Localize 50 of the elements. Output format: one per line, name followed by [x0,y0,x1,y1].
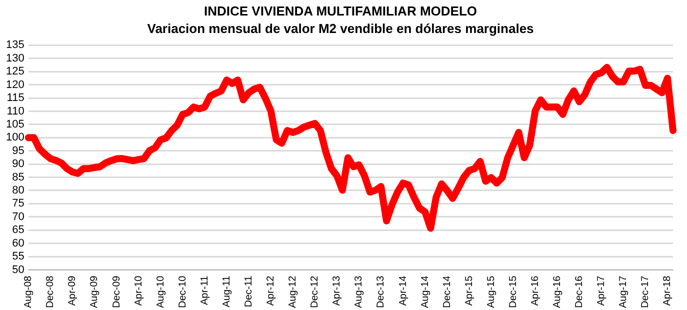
x-tick-label: Apr-12 [266,275,277,306]
y-tick-label: 55 [12,250,24,263]
y-tick-label: 95 [12,144,24,157]
x-tick-label: Dec-12 [310,275,321,308]
y-tick-label: 100 [6,132,24,144]
x-tick-label: Dec-14 [442,275,453,308]
y-tick-label: 80 [12,184,24,197]
y-tick-label: 135 [6,39,24,52]
y-tick-label: 60 [12,237,24,250]
y-tick-label: 110 [6,105,24,118]
x-tick-label: Dec-17 [640,275,652,308]
y-tick-label: 130 [6,52,24,64]
x-tick-label: Dec-09 [111,275,122,308]
x-tick-label: Aug-16 [552,275,564,308]
x-tick-label: Apr-18 [662,275,674,306]
x-tick-label: Aug-15 [486,275,497,308]
x-tick-label: Dec-13 [376,275,387,308]
y-tick-label: 65 [12,224,24,236]
x-tick-label: Aug-14 [420,275,431,308]
x-tick-label: Aug-09 [89,275,100,308]
x-tick-label: Apr-09 [67,275,78,306]
x-tick-label: Aug-12 [288,275,299,308]
x-tick-label: Aug-10 [155,275,166,308]
chart-subtitle: Variacion mensual de valor M2 vendible en dólares marginales [147,20,534,36]
y-tick-label: 105 [6,118,24,130]
x-tick-label: Dec-15 [508,275,519,308]
x-tick-label: Dec-10 [177,275,188,308]
x-tick-label: Apr-17 [596,275,608,306]
y-tick-label: 85 [12,171,24,184]
y-tick-label: 120 [6,78,24,91]
x-tick-label: Apr-16 [530,275,542,306]
x-tick-label: Dec-08 [45,275,56,308]
x-tick-label: Apr-13 [332,275,343,306]
x-tick-label: Apr-10 [133,275,144,306]
y-tick-label: 115 [6,92,24,104]
chart-title: INDICE VIVIENDA MULTIFAMILIAR MODELO [204,3,477,18]
x-tick-label: Apr-14 [398,275,409,306]
x-tick-label: Aug-08 [23,275,34,308]
x-tick-label: Apr-15 [464,275,475,306]
y-tick-label: 90 [12,158,24,170]
y-tick-label: 50 [12,264,24,276]
y-tick-label: 125 [6,66,24,78]
y-tick-label: 75 [12,198,24,210]
x-tick-label: Apr-11 [199,275,210,306]
x-tick-label: Dec-11 [243,275,254,308]
y-tick-label: 70 [12,210,24,223]
x-tick-label: Dec-16 [574,275,586,308]
x-tick-label: Aug-11 [221,275,232,308]
x-tick-label: Aug-17 [618,275,630,308]
x-tick-label: Aug-13 [354,275,365,308]
